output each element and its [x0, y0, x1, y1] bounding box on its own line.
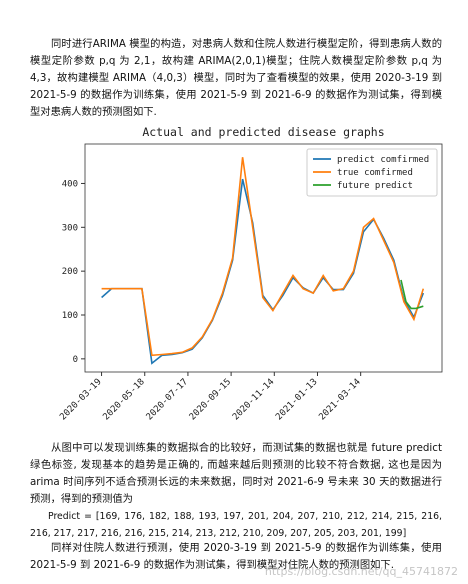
x-tick-label: 2021-03-14: [317, 377, 362, 422]
x-tick-label: 2020-03-19: [58, 377, 103, 422]
y-tick-label: 200: [62, 267, 78, 277]
y-tick-label: 300: [62, 223, 78, 233]
chart: Actual and predicted disease graphs 0 100 2…: [58, 125, 443, 422]
y-tick-label: 100: [62, 311, 78, 321]
x-tick-label: 2020-11-14: [231, 377, 276, 422]
legend-box: [306, 148, 438, 197]
legend-label: future predict: [337, 181, 413, 191]
y-tick-label: 0: [73, 355, 78, 365]
series-line: [101, 157, 425, 357]
x-tick-label: 2021-01-13: [274, 377, 319, 422]
series-line: [101, 178, 425, 365]
paragraph: 从图中可以发现训练集的数据拟合的比较好，而测试集的数据也就是 future pr…: [30, 442, 442, 505]
series-line: [400, 279, 424, 310]
paragraph: 同时进行ARIMA 模型的构造，对患病人数和住院人数进行模型定阶，得到患病人数的…: [30, 38, 442, 118]
plot-frame: [84, 143, 443, 373]
legend-label: true comfirmed: [337, 168, 413, 178]
watermark: https://blog.csdn.net/qq_45741872: [264, 565, 458, 578]
x-tick-label: 2020-09-15: [188, 377, 233, 422]
paragraph: 同样对住院人数进行预测，使用 2020-3-19 到 2021-5-9 的数据作…: [30, 542, 442, 571]
x-tick-label: 2020-05-18: [101, 377, 146, 422]
predict-values: Predict = [169, 176, 182, 188, 193, 197,…: [30, 511, 442, 539]
y-tick-label: 400: [62, 179, 78, 189]
legend-label: predict comfirmed: [337, 155, 429, 165]
chart-title: Actual and predicted disease graphs: [142, 125, 384, 139]
x-tick-label: 2020-07-17: [145, 377, 190, 422]
